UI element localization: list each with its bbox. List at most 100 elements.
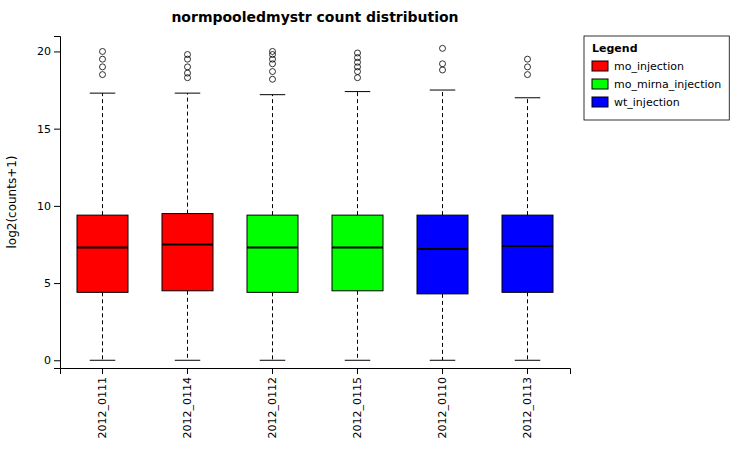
x-tick: 2012_0114 <box>181 368 194 439</box>
flier <box>355 75 361 81</box>
x-tick-mark <box>272 368 273 374</box>
x-axis: 2012_0111 2012_0114 2012_0112 2012_0115 2012… <box>61 368 571 439</box>
median <box>417 248 468 250</box>
plot-area: 051015202012_01112012_01142012_01122012_… <box>37 37 571 439</box>
legend-title: Legend <box>592 42 638 55</box>
x-tick: 2012_0115 <box>351 368 364 439</box>
box <box>77 215 128 292</box>
y-tick-label: 0 <box>44 354 51 367</box>
box <box>417 215 468 294</box>
flier <box>270 69 276 75</box>
flier <box>440 45 446 51</box>
flier <box>185 52 191 58</box>
whisker-high <box>527 98 528 215</box>
y-tick: 5 <box>44 277 60 290</box>
box <box>162 214 213 291</box>
flier <box>185 64 191 70</box>
x-tick: 2012_0112 <box>266 368 279 439</box>
flier <box>440 61 446 67</box>
x-tick-label: 2012_0113 <box>521 377 534 439</box>
median <box>247 247 298 249</box>
cap-high <box>90 93 116 94</box>
cap-low <box>430 360 456 361</box>
cap-high <box>260 94 286 95</box>
flier <box>100 48 106 54</box>
y-tick-mark <box>54 283 60 284</box>
median <box>332 247 383 249</box>
legend: Legendmo_injectionmo_mirna_injectionwt_i… <box>584 36 729 120</box>
x-tick-mark <box>357 368 358 374</box>
y-tick-mark <box>54 51 60 52</box>
cap-low <box>90 360 116 361</box>
y-tick: 15 <box>37 123 60 136</box>
box-group <box>502 56 553 360</box>
legend-swatch <box>592 79 608 89</box>
cap-high <box>345 91 371 92</box>
y-axis-line <box>54 37 61 369</box>
y-tick: 10 <box>37 200 60 213</box>
x-tick-label: 2012_0114 <box>181 377 194 439</box>
y-axis: 0 5 10 15 20 <box>37 37 61 369</box>
whisker-low <box>357 291 358 360</box>
box-group <box>332 50 383 360</box>
flier <box>100 56 106 62</box>
cap-low <box>260 360 286 361</box>
y-tick-label: 5 <box>44 277 51 290</box>
flier <box>100 72 106 78</box>
y-tick-label: 20 <box>37 45 51 58</box>
x-tick: 2012_0110 <box>436 368 449 439</box>
chart-container: 051015202012_01112012_01142012_01122012_… <box>0 0 750 453</box>
whisker-high <box>102 93 103 215</box>
flier <box>525 64 531 70</box>
box-group <box>162 52 213 361</box>
y-tick-mark <box>54 206 60 207</box>
legend-label: mo_mirna_injection <box>614 78 721 91</box>
flier <box>525 72 531 78</box>
whisker-high <box>187 93 188 213</box>
x-tick-label: 2012_0115 <box>351 377 364 439</box>
legend-swatch <box>592 61 608 71</box>
legend-label: wt_injection <box>614 96 680 109</box>
y-tick: 20 <box>37 45 60 58</box>
chart-svg: 051015202012_01112012_01142012_01122012_… <box>0 0 750 453</box>
whisker-high <box>442 90 443 215</box>
box-group <box>77 48 128 360</box>
cap-high <box>430 90 456 91</box>
cap-low <box>175 360 201 361</box>
legend-swatch <box>592 97 608 107</box>
whisker-high <box>272 95 273 215</box>
whisker-low <box>527 292 528 360</box>
flier <box>355 50 361 56</box>
x-tick-mark <box>187 368 188 374</box>
x-tick: 2012_0113 <box>521 368 534 439</box>
whisker-high <box>357 92 358 216</box>
box <box>332 215 383 291</box>
x-tick-mark <box>442 368 443 374</box>
x-tick: 2012_0111 <box>96 368 109 439</box>
chart-title: normpooledmystr count distribution <box>171 9 458 25</box>
y-tick-mark <box>54 360 60 361</box>
flier <box>185 70 191 76</box>
whisker-low <box>187 291 188 360</box>
boxes <box>77 45 553 360</box>
median <box>502 245 553 247</box>
flier <box>270 48 276 54</box>
y-tick-label: 10 <box>37 200 51 213</box>
cap-low <box>515 360 541 361</box>
whisker-low <box>102 292 103 360</box>
cap-high <box>175 93 201 94</box>
x-tick-label: 2012_0112 <box>266 377 279 439</box>
y-tick-label: 15 <box>37 123 51 136</box>
whisker-low <box>272 292 273 360</box>
legend-frame <box>584 36 729 120</box>
median <box>162 243 213 245</box>
cap-low <box>345 360 371 361</box>
flier <box>440 67 446 73</box>
box-group <box>417 45 468 360</box>
whisker-low <box>442 294 443 360</box>
y-tick-mark <box>54 129 60 130</box>
flier <box>525 56 531 62</box>
x-tick-label: 2012_0110 <box>436 377 449 439</box>
flier <box>100 64 106 70</box>
x-tick-mark <box>102 368 103 374</box>
